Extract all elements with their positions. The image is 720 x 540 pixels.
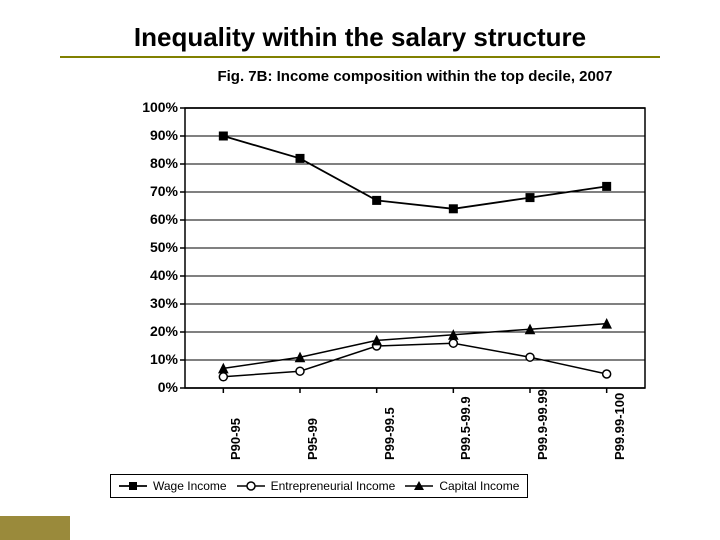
- x-tick-label: P99.9-99.99: [535, 389, 550, 460]
- legend-item: Capital Income: [405, 479, 519, 493]
- y-tick-label: 20%: [123, 323, 178, 339]
- decorative-bar: [0, 516, 70, 540]
- y-tick-label: 50%: [123, 239, 178, 255]
- y-tick-label: 40%: [123, 267, 178, 283]
- chart-container: Fig. 7B: Income composition within the t…: [70, 68, 660, 498]
- y-tick-label: 90%: [123, 127, 178, 143]
- x-tick-label: P99-99.5: [382, 407, 397, 460]
- legend-item: Wage Income: [119, 479, 227, 493]
- page-title: Inequality within the salary structure: [0, 22, 720, 53]
- legend-label: Entrepreneurial Income: [271, 479, 396, 493]
- y-tick-label: 60%: [123, 211, 178, 227]
- x-tick-label: P99.99-100: [612, 393, 627, 460]
- y-tick-label: 30%: [123, 295, 178, 311]
- x-tick-label: P90-95: [228, 418, 243, 460]
- y-tick-label: 70%: [123, 183, 178, 199]
- legend-label: Capital Income: [439, 479, 519, 493]
- y-tick-label: 0%: [123, 379, 178, 395]
- title-underline: [60, 56, 660, 58]
- legend-item: Entrepreneurial Income: [237, 479, 396, 493]
- y-tick-label: 10%: [123, 351, 178, 367]
- x-tick-label: P95-99: [305, 418, 320, 460]
- x-tick-label: P99.5-99.9: [458, 396, 473, 460]
- legend-label: Wage Income: [153, 479, 227, 493]
- chart-legend: Wage Income Entrepreneurial Income Capital…: [110, 474, 528, 498]
- y-tick-label: 100%: [123, 99, 178, 115]
- y-tick-label: 80%: [123, 155, 178, 171]
- slide: Inequality within the salary structure F…: [0, 0, 720, 540]
